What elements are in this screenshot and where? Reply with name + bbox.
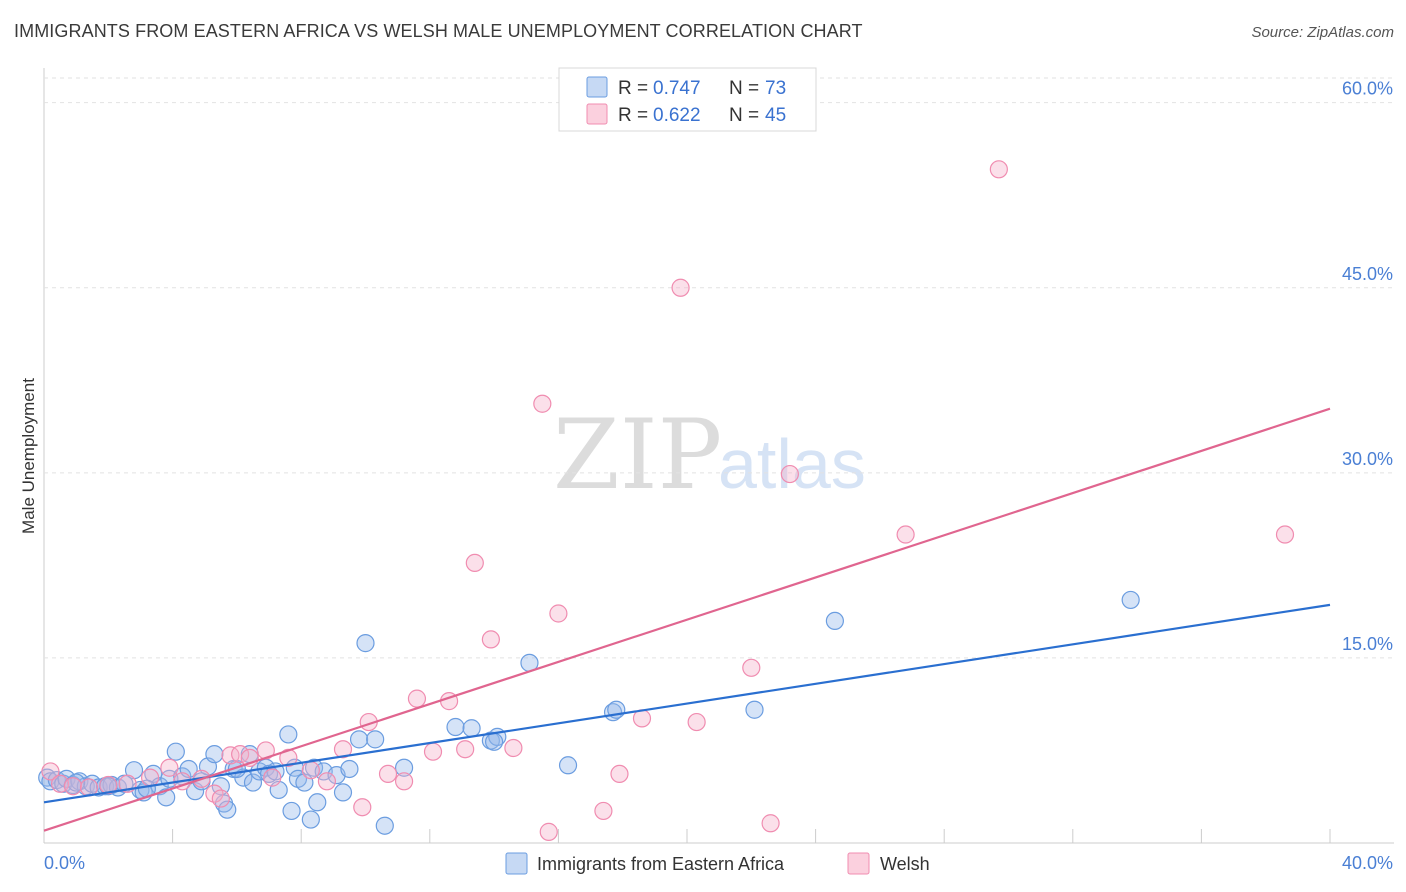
- welsh-point: [423, 742, 443, 761]
- welsh-point: [1275, 525, 1295, 544]
- welsh-point: [456, 740, 475, 759]
- welsh-point: [780, 464, 799, 484]
- welsh-point: [63, 777, 83, 796]
- eastern-africa-point: [340, 759, 359, 779]
- series-eastern-africa-points: [38, 590, 1140, 835]
- welsh-point: [896, 525, 915, 544]
- eastern-africa-point: [304, 758, 324, 777]
- y-tick-labels: 15.0% 30.0% 45.0% 60.0%: [1342, 79, 1393, 654]
- welsh-point: [41, 762, 60, 781]
- chart-title: IMMIGRANTS FROM EASTERN AFRICA VS WELSH …: [14, 21, 863, 41]
- y-tick-label: 15.0%: [1342, 634, 1393, 654]
- source-credit: Source: ZipAtlas.com: [1251, 24, 1394, 41]
- legend-r-value-pink: 0.622: [653, 105, 701, 126]
- eastern-africa-point: [446, 717, 465, 737]
- welsh-point: [317, 772, 337, 791]
- series-welsh-points: [41, 160, 1295, 841]
- eastern-africa-point: [375, 816, 394, 835]
- eastern-africa-point: [366, 730, 385, 749]
- y-tick-label: 45.0%: [1342, 264, 1393, 284]
- eastern-africa-point: [356, 634, 375, 653]
- watermark-zip: ZIP: [553, 399, 722, 511]
- welsh-point: [231, 745, 250, 764]
- welsh-point: [160, 758, 179, 777]
- eastern-africa-point: [211, 777, 230, 796]
- eastern-africa-point: [558, 756, 578, 775]
- trend-lines: [43, 407, 1331, 832]
- y-tick-label: 60.0%: [1342, 79, 1393, 99]
- welsh-point: [504, 738, 523, 758]
- welsh-point: [221, 746, 240, 765]
- y-tick-label: 30.0%: [1342, 449, 1393, 469]
- welsh-point: [742, 658, 761, 677]
- welsh-point: [394, 772, 414, 791]
- eastern-africa-point: [745, 700, 764, 719]
- welsh-point: [481, 630, 500, 649]
- eastern-africa-point: [333, 783, 353, 802]
- eastern-africa-point: [301, 810, 320, 829]
- welsh-point: [353, 798, 372, 817]
- y-axis-label: Male Unemployment: [19, 378, 38, 534]
- welsh-point: [140, 768, 160, 787]
- eastern-africa-point: [394, 758, 414, 777]
- series-legend: Immigrants from Eastern Africa Welsh: [505, 852, 930, 875]
- legend-r-value-blue: 0.747: [653, 78, 701, 99]
- welsh-point: [761, 814, 780, 833]
- series-legend-label-welsh: Welsh: [880, 854, 930, 874]
- eastern-africa-trendline: [43, 603, 1331, 804]
- welsh-point: [671, 278, 690, 297]
- welsh-point: [594, 801, 613, 821]
- welsh-point: [263, 768, 282, 787]
- watermark-atlas: atlas: [718, 425, 866, 503]
- eastern-africa-point: [308, 793, 327, 812]
- gridlines: [44, 77, 1394, 659]
- series-legend-swatch-eastern-africa: [505, 852, 528, 875]
- eastern-africa-point: [349, 730, 369, 749]
- series-legend-label-eastern-africa: Immigrants from Eastern Africa: [537, 854, 785, 874]
- legend-n-value-pink: 45: [765, 105, 786, 126]
- legend-n-label-blue: N =: [729, 78, 759, 99]
- welsh-point: [465, 553, 484, 573]
- welsh-trendline: [43, 407, 1331, 832]
- welsh-point: [533, 394, 552, 413]
- legend-n-value-blue: 73: [765, 78, 786, 99]
- series-legend-swatch-welsh: [847, 852, 870, 875]
- eastern-africa-point: [462, 719, 481, 738]
- eastern-africa-point: [166, 742, 185, 761]
- welsh-point: [687, 712, 706, 732]
- legend-r-label-pink: R =: [618, 105, 648, 126]
- legend-swatch-blue: [586, 76, 608, 98]
- welsh-point: [333, 740, 353, 759]
- legend-n-label-pink: N =: [729, 105, 759, 126]
- welsh-point: [989, 160, 1008, 179]
- x-tick-label-min: 0.0%: [44, 853, 85, 873]
- eastern-africa-point: [205, 745, 224, 764]
- eastern-africa-point: [825, 611, 844, 631]
- x-tick-marks: [43, 829, 1331, 843]
- welsh-point: [378, 764, 398, 784]
- stats-legend: R = 0.747 N = 73 R = 0.622 N = 45: [558, 67, 817, 132]
- eastern-africa-point: [243, 773, 263, 792]
- welsh-point: [407, 689, 427, 708]
- eastern-africa-point: [279, 725, 298, 744]
- eastern-africa-point: [218, 800, 237, 819]
- welsh-point: [549, 604, 568, 623]
- eastern-africa-point: [1121, 590, 1140, 610]
- welsh-point: [301, 761, 320, 780]
- eastern-africa-point: [485, 732, 504, 751]
- welsh-point: [610, 764, 629, 784]
- x-tick-label-max: 40.0%: [1342, 853, 1393, 873]
- welsh-point: [211, 789, 230, 808]
- legend-swatch-pink: [586, 103, 608, 125]
- eastern-africa-point: [282, 801, 301, 821]
- welsh-point: [539, 822, 558, 841]
- legend-r-label-blue: R =: [618, 78, 648, 99]
